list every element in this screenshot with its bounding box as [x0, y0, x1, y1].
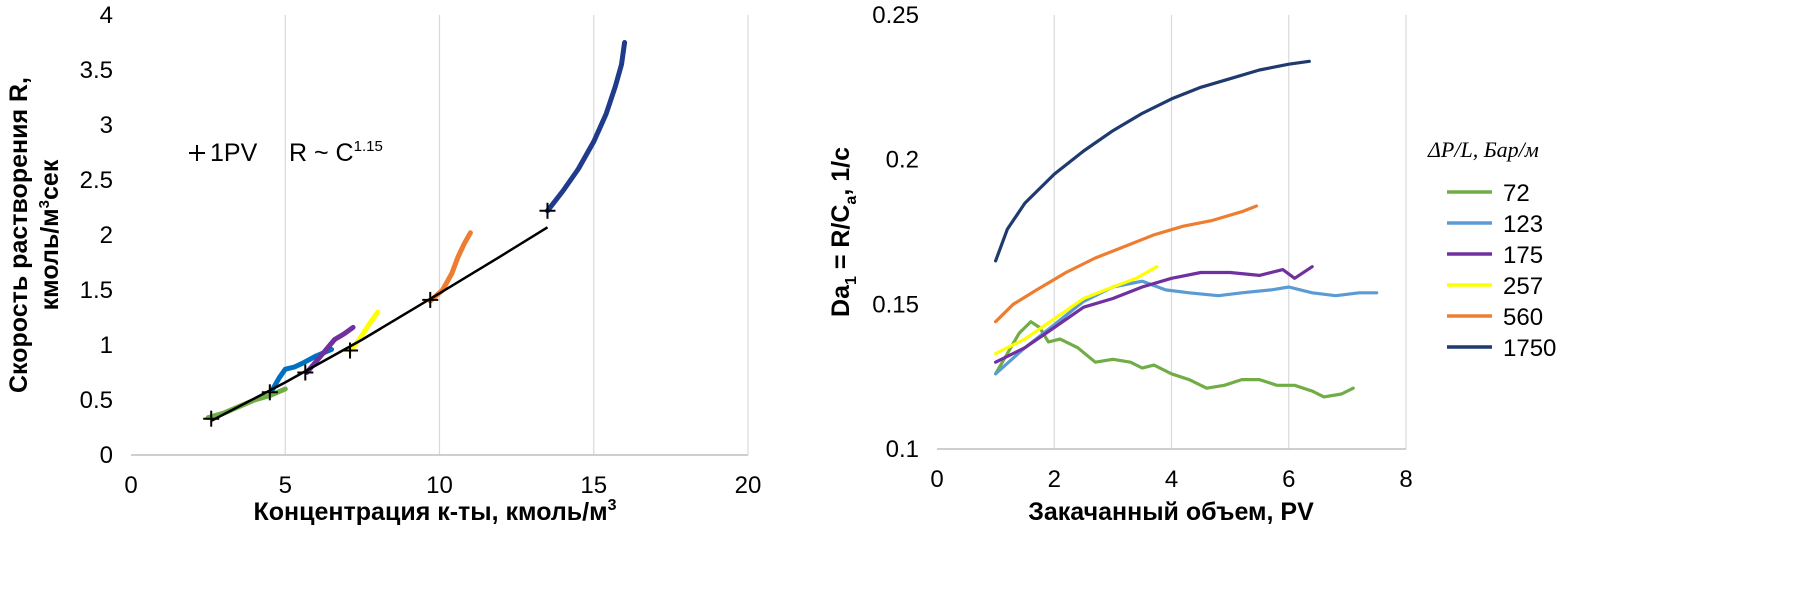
annotation-1pv-label: 1PV	[210, 139, 258, 167]
left-ylabel-sup: 3	[36, 200, 53, 208]
right-x-axis-title: Закачанный объем, PV	[1028, 498, 1314, 526]
right-ylabel-eq: = R/C	[827, 205, 855, 277]
left-series-line-2	[304, 324, 356, 375]
legend-label: 123	[1503, 211, 1543, 238]
right-series-line-123	[994, 279, 1379, 376]
left-ylabel-unit-tail: сек	[36, 159, 64, 200]
right-series-line-72	[994, 320, 1355, 399]
right-series-line-257	[994, 265, 1159, 356]
left-y-tick-label: 1.5	[80, 277, 113, 304]
right-x-tick-labels: 0 2 4 6 8	[930, 466, 1412, 493]
left-fit-line	[210, 226, 549, 423]
legend-item-257: 257	[1447, 273, 1543, 300]
right-x-tick-label: 0	[930, 466, 943, 493]
left-x-axis-title: Концентрация к-ты, кмоль/м3	[254, 497, 617, 526]
legend-item-123: 123	[1447, 211, 1543, 238]
right-x-tick-label: 4	[1165, 466, 1178, 493]
right-ylabel-sub1: 1	[843, 276, 860, 285]
legend-items: 72 123 175 257 560 1750	[1447, 180, 1556, 362]
left-gridlines	[284, 15, 749, 455]
left-y-tick-label: 2.5	[80, 167, 113, 194]
right-y-tick-label: 0.1	[886, 436, 919, 463]
left-1pv-marker	[203, 410, 220, 427]
annotation-law-exponent: 1.15	[354, 138, 383, 155]
left-x-tick-label: 0	[124, 472, 137, 499]
legend-item-1750: 1750	[1447, 335, 1556, 362]
right-series-line-560	[994, 204, 1259, 324]
left-chart: 0 5 10 15 20 0 0.5 1 1.5 2 2.5 3 3.5 4 1PV R ~ C1.15…	[5, 2, 761, 526]
right-ylabel-da: Da	[827, 284, 855, 317]
left-1pv-marker	[539, 202, 556, 219]
left-y-tick-labels: 0 0.5 1 1.5 2 2.5 3 3.5 4	[80, 2, 113, 469]
left-y-tick-label: 0.5	[80, 387, 113, 414]
legend-label: 560	[1503, 304, 1543, 331]
left-1pv-marker	[342, 342, 359, 359]
right-ylabel-sub2: a	[843, 196, 860, 205]
left-x-tick-label: 20	[735, 472, 762, 499]
legend-item-72: 72	[1447, 180, 1530, 207]
left-1pv-markers	[203, 202, 556, 427]
left-series-line-5	[545, 40, 628, 214]
legend-label: 257	[1503, 273, 1543, 300]
right-y-tick-labels: 0.1 0.15 0.2 0.25	[872, 2, 919, 463]
annotation-plus-marker	[189, 145, 205, 161]
right-y-tick-label: 0.15	[872, 291, 919, 318]
annotation-law-base: R ~ C	[289, 139, 354, 167]
left-series-group	[205, 40, 628, 421]
left-series-line-1	[270, 346, 334, 392]
left-y-tick-label: 0	[100, 442, 113, 469]
left-y-tick-label: 2	[100, 222, 113, 249]
annotation-power-law: R ~ C1.15	[289, 138, 383, 167]
legend-label: 175	[1503, 242, 1543, 269]
legend-item-175: 175	[1447, 242, 1543, 269]
right-y-tick-label: 0.2	[886, 147, 919, 174]
left-1pv-marker	[297, 364, 314, 381]
right-x-tick-label: 2	[1048, 466, 1061, 493]
left-ylabel-unit: кмоль/м	[36, 208, 64, 310]
left-xlabel-main: Концентрация к-ты, кмоль/м	[254, 498, 608, 526]
left-y-axis-title-line2: кмоль/м3сек	[36, 159, 64, 310]
right-y-axis-title: Da1 = R/Ca, 1/c	[827, 147, 860, 317]
left-y-tick-label: 3.5	[80, 57, 113, 84]
right-y-tick-label: 0.25	[872, 2, 919, 29]
right-series-line-1750	[994, 59, 1311, 263]
left-y-tick-label: 1	[100, 332, 113, 359]
left-1pv-marker	[422, 291, 439, 308]
left-xlabel-sup: 3	[608, 497, 617, 514]
right-series-group	[994, 59, 1379, 399]
left-x-tick-label: 5	[279, 472, 292, 499]
legend: ΔP/L, Бар/м 72 123 175 257 560 1750	[1427, 137, 1556, 362]
legend-label: 72	[1503, 180, 1530, 207]
left-x-tick-labels: 0 5 10 15 20	[124, 472, 761, 499]
right-chart: 0 2 4 6 8 0.1 0.15 0.2 0.25 Закачанный объем, P…	[827, 2, 1556, 526]
left-x-tick-label: 15	[580, 472, 607, 499]
left-x-tick-label: 10	[426, 472, 453, 499]
right-x-tick-label: 6	[1282, 466, 1295, 493]
left-y-tick-label: 3	[100, 112, 113, 139]
right-ylabel-unit: , 1/c	[827, 147, 855, 196]
legend-item-560: 560	[1447, 304, 1543, 331]
legend-label: 1750	[1503, 335, 1556, 362]
left-1pv-marker	[261, 384, 278, 401]
annotation-1pv: 1PV	[189, 139, 258, 167]
left-y-axis-title-line1: Скорость растворения R,	[5, 77, 33, 393]
right-gridlines	[1053, 15, 1407, 449]
right-series-line-175	[994, 265, 1314, 364]
left-y-tick-label: 4	[100, 2, 113, 29]
legend-title: ΔP/L, Бар/м	[1427, 137, 1539, 162]
left-series-line-4	[427, 230, 473, 304]
left-fit-line-group	[210, 226, 549, 423]
right-x-tick-label: 8	[1399, 466, 1412, 493]
